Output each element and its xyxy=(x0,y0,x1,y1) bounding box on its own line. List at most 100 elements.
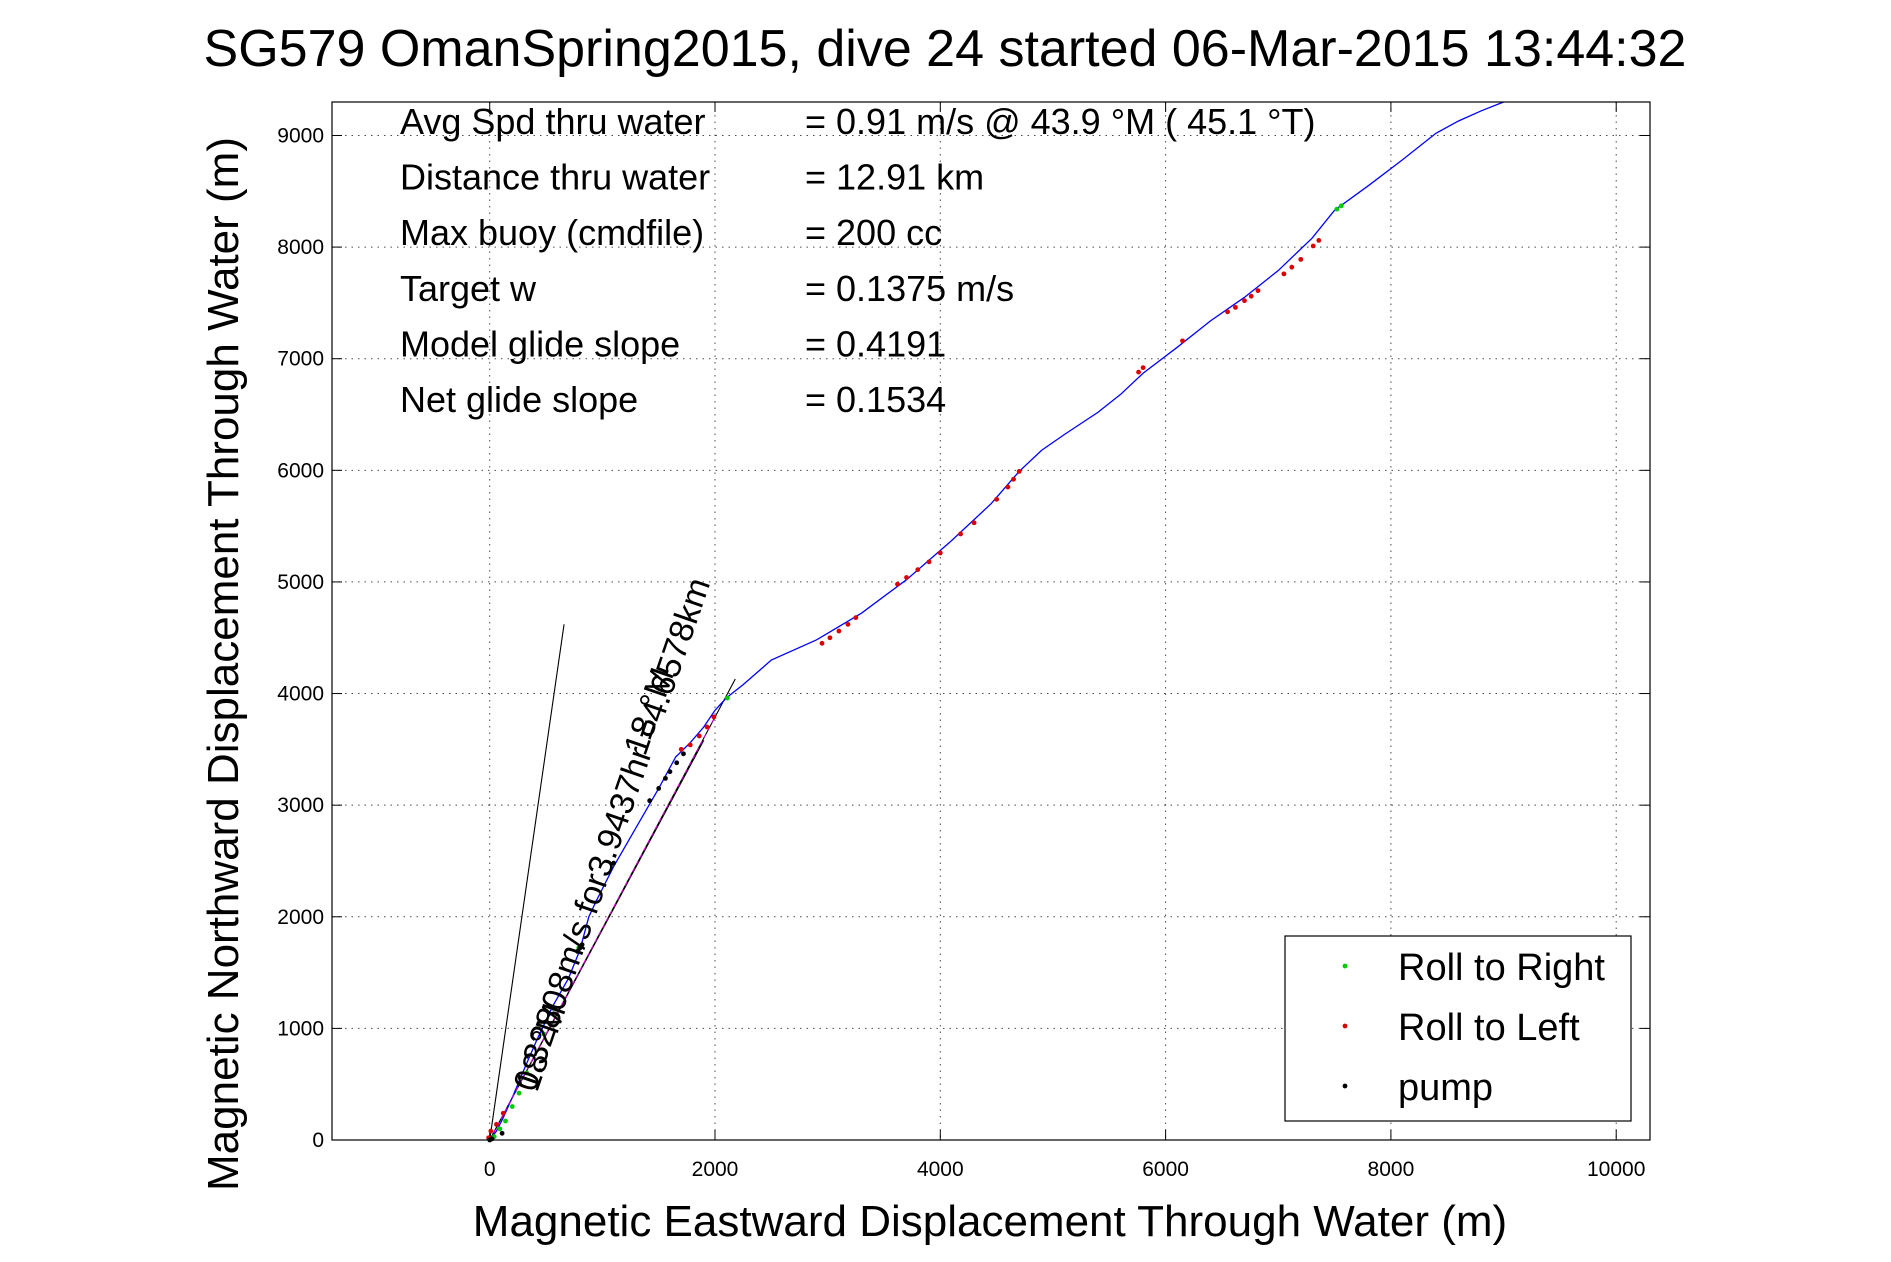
data-point xyxy=(611,860,617,866)
data-point xyxy=(1255,288,1261,294)
data-point xyxy=(958,531,963,537)
data-point xyxy=(678,746,684,752)
y-tick-label: 0 xyxy=(312,1129,324,1152)
x-tick-label: 4000 xyxy=(917,1158,964,1181)
data-point xyxy=(509,1104,515,1109)
data-point xyxy=(827,635,833,641)
data-point xyxy=(1334,206,1340,212)
data-point xyxy=(937,550,943,556)
x-tick-label: 10000 xyxy=(1587,1158,1645,1181)
data-point xyxy=(1242,298,1247,304)
legend: Roll to Right Roll to Left pump xyxy=(1284,935,1632,1122)
data-point xyxy=(819,640,825,646)
stat-label: Model glide slope xyxy=(400,323,680,364)
data-point xyxy=(681,751,686,757)
data-point xyxy=(1140,365,1146,371)
y-tick-label: 8000 xyxy=(277,236,324,259)
data-point xyxy=(687,742,693,748)
y-tick-label: 3000 xyxy=(277,794,324,817)
data-point xyxy=(494,1121,499,1127)
x-tick-labels: 0 2000 4000 6000 8000 10000 xyxy=(484,1158,1646,1181)
data-point xyxy=(550,1005,556,1011)
y-tick-label: 4000 xyxy=(277,683,324,706)
data-point xyxy=(647,798,653,804)
data-point xyxy=(895,581,900,587)
plot-frame xyxy=(331,101,1651,1141)
data-point xyxy=(1248,293,1254,299)
legend-label: Roll to Left xyxy=(1398,1007,1580,1049)
data-point xyxy=(696,733,702,739)
y-tick-label: 6000 xyxy=(277,459,324,482)
stat-label: Avg Spd thru water xyxy=(400,101,706,142)
data-point xyxy=(915,567,921,573)
data-point xyxy=(1310,243,1316,249)
stats-block: Avg Spd thru water = 0.91 m/s @ 43.9 °M (… xyxy=(400,101,1316,420)
legend-label: pump xyxy=(1398,1067,1493,1109)
data-point xyxy=(725,695,730,701)
data-point xyxy=(497,1126,503,1132)
data-point xyxy=(1180,338,1185,344)
data-point xyxy=(667,769,673,775)
y-tick-label: 1000 xyxy=(277,1017,324,1040)
legend-label: Roll to Right xyxy=(1398,947,1605,989)
stat-value: = 12.91 km xyxy=(805,157,984,198)
legend-marker xyxy=(1342,1023,1348,1029)
data-point xyxy=(926,559,932,565)
x-axis-label: Magnetic Eastward Displacement Through W… xyxy=(473,1197,1507,1246)
data-point xyxy=(704,724,710,730)
stat-label: Target w xyxy=(400,268,537,309)
data-point xyxy=(541,1031,547,1037)
series-roll-to-left xyxy=(486,238,1322,1141)
data-point xyxy=(1281,271,1287,277)
heading-line xyxy=(489,624,565,1141)
y-tick-labels: 0 1000 2000 3000 4000 5000 6000 7000 8000 9000 xyxy=(277,124,324,1152)
data-point xyxy=(853,615,859,621)
data-point xyxy=(500,1110,506,1116)
stat-label: Distance thru water xyxy=(400,157,710,198)
data-point xyxy=(1316,238,1322,243)
stat-value: = 0.1375 m/s xyxy=(805,268,1014,309)
data-point xyxy=(1338,203,1344,209)
stat-value: = 0.1534 xyxy=(805,379,946,420)
stat-value: = 200 cc xyxy=(805,212,942,253)
legend-marker xyxy=(1342,1083,1348,1089)
data-point xyxy=(503,1118,508,1124)
data-point xyxy=(663,775,668,781)
stat-value: = 0.4191 xyxy=(805,323,946,364)
y-axis-label: Magnetic Northward Displacement Through … xyxy=(199,137,248,1191)
data-point xyxy=(1225,309,1230,315)
data-point xyxy=(1005,484,1011,490)
data-point xyxy=(524,1070,530,1076)
data-point xyxy=(1289,264,1295,270)
x-tick-label: 8000 xyxy=(1368,1158,1415,1181)
stat-label: Max buoy (cmdfile) xyxy=(400,212,704,253)
y-tick-label: 7000 xyxy=(277,348,324,371)
data-point xyxy=(1016,469,1022,474)
data-point xyxy=(674,760,680,766)
y-tick-label: 9000 xyxy=(277,124,324,147)
data-point xyxy=(516,1090,522,1096)
chart-title: SG579 OmanSpring2015, dive 24 started 06… xyxy=(204,20,1687,78)
stat-label: Net glide slope xyxy=(400,379,638,420)
x-tick-label: 0 xyxy=(484,1158,496,1181)
data-point xyxy=(656,786,662,791)
data-point xyxy=(994,496,1000,502)
data-point xyxy=(845,621,851,627)
glider-track-line xyxy=(489,101,1504,1141)
data-point xyxy=(971,520,977,526)
stat-value: = 0.91 m/s @ 43.9 °M ( 45.1 °T) xyxy=(805,101,1316,142)
data-point xyxy=(1298,256,1304,262)
data-point xyxy=(499,1130,505,1136)
data-point xyxy=(579,942,585,948)
data-point xyxy=(488,1128,494,1134)
data-point xyxy=(836,628,842,634)
legend-marker xyxy=(1342,963,1348,969)
data-point xyxy=(711,714,717,720)
data-point xyxy=(904,575,909,580)
y-tick-label: 5000 xyxy=(277,571,324,594)
data-point xyxy=(1136,369,1141,375)
data-point xyxy=(1011,476,1016,482)
data-point xyxy=(1233,304,1238,310)
legend-box xyxy=(1284,935,1632,1122)
